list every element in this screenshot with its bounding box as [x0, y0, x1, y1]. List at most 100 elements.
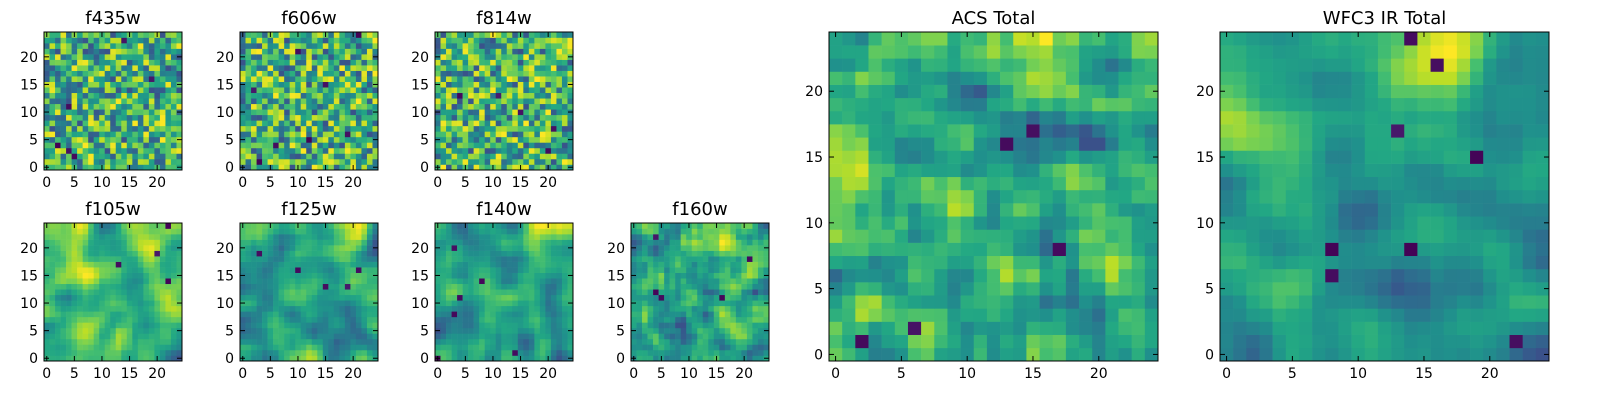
heatmap-cell	[636, 333, 643, 340]
heatmap-cell	[110, 43, 117, 49]
heatmap-cell	[49, 125, 56, 132]
heatmap-cell	[267, 54, 274, 60]
heatmap-cell	[686, 300, 693, 307]
heatmap-cell	[339, 239, 346, 246]
heatmap-cell	[446, 131, 452, 138]
heatmap-cell	[159, 349, 166, 356]
heatmap-cell	[126, 344, 133, 351]
heatmap-cell	[556, 147, 563, 154]
heatmap-cell	[730, 256, 737, 262]
heatmap-cell	[361, 267, 368, 273]
heatmap-cell	[344, 300, 351, 307]
heatmap-cell	[567, 267, 574, 273]
heatmap-cell	[273, 294, 279, 301]
heatmap-cell	[512, 272, 519, 279]
heatmap-cell	[1052, 242, 1067, 257]
heatmap-cell	[165, 256, 172, 262]
heatmap-cell	[741, 234, 748, 240]
heatmap-cell	[484, 223, 491, 229]
heatmap-cell	[653, 250, 659, 257]
heatmap-cell	[121, 289, 128, 296]
heatmap-cell	[55, 355, 61, 362]
heatmap-cell	[322, 305, 329, 312]
heatmap-cell	[881, 176, 896, 191]
heatmap-cell	[435, 294, 441, 301]
heatmap-cell	[534, 87, 541, 94]
heatmap-cell	[746, 272, 753, 279]
heatmap-cell	[165, 37, 172, 44]
heatmap-cell	[545, 37, 552, 44]
heatmap-cell	[339, 131, 346, 138]
heatmap-cell	[110, 272, 117, 279]
heatmap-cell	[344, 267, 351, 273]
heatmap-cell	[284, 267, 290, 273]
heatmap-cell	[44, 131, 50, 138]
heatmap-cell	[132, 300, 139, 307]
x-tick-label: 15	[317, 366, 335, 382]
y-tick-label: 5	[225, 133, 234, 149]
heatmap-cell	[165, 131, 172, 138]
heatmap-cell	[468, 256, 474, 262]
heatmap-cell	[495, 92, 502, 99]
heatmap-cell	[295, 338, 302, 345]
heatmap-cell	[93, 267, 100, 273]
heatmap-cell	[490, 48, 497, 55]
heatmap-cell	[366, 59, 373, 66]
heatmap-cell	[561, 136, 568, 143]
heatmap-cell	[539, 164, 546, 171]
heatmap-cell	[350, 327, 357, 334]
heatmap-cell	[278, 305, 285, 312]
heatmap-cell	[523, 59, 530, 66]
heatmap-cell	[82, 54, 89, 60]
heatmap-cells	[44, 223, 183, 362]
heatmap-cell	[262, 32, 268, 38]
heatmap-cell	[110, 158, 117, 165]
heatmap-cell	[713, 234, 720, 240]
heatmap-cell	[154, 294, 161, 301]
heatmap-cell	[523, 338, 530, 345]
y-tick-label: 5	[29, 324, 38, 340]
heatmap-cell	[829, 242, 843, 257]
heatmap-cell	[170, 109, 177, 116]
heatmap-cell	[137, 355, 144, 362]
heatmap-cell	[115, 142, 122, 149]
heatmap-cell	[60, 164, 67, 171]
heatmap-cell	[66, 256, 72, 262]
heatmap-cell	[501, 76, 508, 82]
heatmap-cell	[121, 114, 128, 121]
heatmap-cell	[273, 228, 279, 235]
heatmap-cell	[719, 289, 726, 296]
heatmap-cell	[273, 223, 279, 229]
heatmap-cell	[528, 114, 535, 121]
heatmap-cell	[539, 245, 546, 251]
heatmap-cell	[501, 98, 508, 105]
heatmap-cell	[451, 48, 458, 55]
heatmap-cell	[355, 223, 362, 229]
heatmap-cell	[567, 125, 574, 132]
heatmap-cell	[440, 294, 447, 301]
heatmap-cell	[306, 142, 313, 149]
heatmap-cell	[344, 70, 351, 77]
heatmap-cell	[300, 142, 307, 149]
heatmap-cell	[435, 316, 441, 323]
heatmap-cell	[289, 109, 296, 116]
heatmap-cell	[512, 338, 519, 345]
heatmap-cell	[88, 114, 94, 121]
heatmap-cell	[724, 250, 731, 257]
heatmap-cell	[344, 48, 351, 55]
heatmap-cell	[534, 283, 541, 290]
heatmap-cell	[49, 294, 56, 301]
heatmap-cell	[361, 234, 368, 240]
heatmap-cell	[88, 272, 94, 279]
heatmap-cell	[669, 223, 676, 229]
heatmap-cell	[523, 153, 530, 160]
heatmap-cell	[361, 278, 368, 285]
heatmap-cell	[719, 311, 726, 318]
heatmap-cell	[355, 327, 362, 334]
heatmap-cell	[115, 355, 122, 362]
heatmap-cell	[262, 136, 268, 143]
heatmap-cell	[435, 48, 441, 55]
heatmap-cell	[295, 278, 302, 285]
heatmap-cell	[366, 344, 373, 351]
heatmap-cell	[686, 234, 693, 240]
